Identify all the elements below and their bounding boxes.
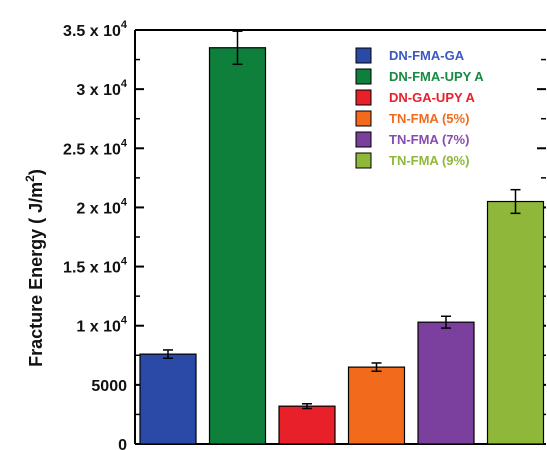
y-axis-label-sup: 2	[23, 175, 37, 182]
legend: DN-FMA-GA DN-FMA-UPY A DN-GA-UPY A TN-FMA (…	[355, 47, 484, 169]
legend-label: DN-FMA-GA	[389, 48, 465, 63]
legend-label: TN-FMA (7%)	[389, 132, 469, 147]
legend-swatch	[355, 47, 372, 64]
y-tick-label: 2 x 104	[76, 196, 127, 217]
y-axis-label: Fracture Energy ( J/m2)	[23, 169, 46, 367]
bar-dn-fma-upy-a	[208, 47, 267, 445]
bars	[139, 47, 545, 445]
y-tick-label: 2.5 x 104	[63, 137, 128, 158]
bar-tn-fma-7	[417, 321, 475, 445]
y-axis-label-main: Fracture Energy ( J/m	[26, 182, 46, 367]
y-tick-label: 3 x 104	[76, 78, 127, 99]
bar-tn-fma-5	[347, 366, 406, 445]
y-tick-label: 3.5 x 104	[63, 19, 128, 40]
y-axis-label-close: )	[26, 169, 46, 175]
bar-tn-fma-9	[486, 200, 545, 445]
legend-swatch	[355, 110, 372, 127]
legend-label: TN-FMA (9%)	[389, 153, 469, 168]
y-tick-label: 5000	[91, 378, 127, 395]
legend-label: DN-GA-UPY A	[389, 90, 476, 105]
plot-frame	[134, 29, 546, 445]
legend-label: DN-FMA-UPY A	[389, 69, 484, 84]
legend-swatch	[355, 89, 372, 106]
y-tick-label: 1.5 x 104	[63, 256, 128, 277]
bar-dn-fma-ga	[139, 353, 197, 445]
y-tick-label: 0	[118, 437, 127, 450]
bar-dn-ga-upy-a	[278, 405, 336, 445]
y-tick-label: 1 x 104	[76, 315, 127, 336]
legend-label: TN-FMA (5%)	[389, 111, 469, 126]
legend-swatch	[355, 152, 372, 169]
legend-swatch	[355, 68, 372, 85]
legend-swatch	[355, 131, 372, 148]
y-axis: 0 5000 1 x 104 1.5 x 104 2 x 104 2.5 x 104 3 x…	[63, 19, 546, 450]
error-bars	[163, 30, 521, 410]
